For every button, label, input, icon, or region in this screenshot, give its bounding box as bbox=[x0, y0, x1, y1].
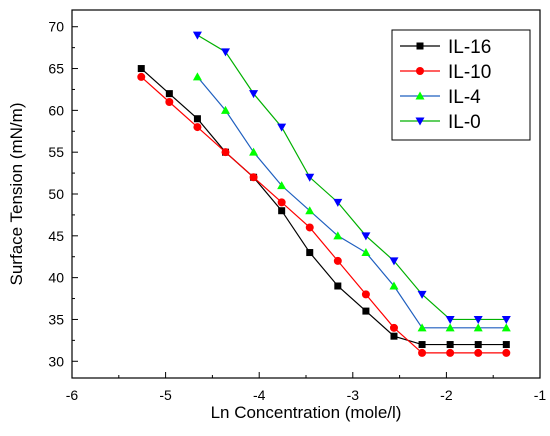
data-point bbox=[277, 123, 287, 132]
legend-item: IL-0 bbox=[400, 112, 481, 133]
data-point bbox=[249, 147, 259, 156]
data-point bbox=[361, 248, 371, 257]
series-il-10 bbox=[137, 72, 511, 357]
legend-label: IL-4 bbox=[448, 87, 481, 108]
data-point bbox=[446, 348, 455, 357]
legend-marker bbox=[415, 117, 425, 126]
data-point bbox=[221, 48, 231, 57]
data-point bbox=[249, 173, 258, 182]
data-point bbox=[389, 323, 398, 332]
x-tick-label: -4 bbox=[253, 387, 266, 403]
data-point bbox=[137, 72, 146, 81]
data-point bbox=[221, 105, 231, 114]
data-point bbox=[474, 341, 482, 349]
x-tick-label: -1 bbox=[534, 387, 547, 403]
data-point bbox=[137, 65, 145, 73]
series-il-0 bbox=[192, 31, 511, 324]
y-tick-label: 60 bbox=[48, 102, 64, 118]
data-point bbox=[334, 282, 342, 290]
x-tick-label: -6 bbox=[66, 387, 79, 403]
data-point bbox=[305, 173, 315, 182]
data-point bbox=[249, 90, 259, 99]
y-tick-label: 45 bbox=[48, 228, 64, 244]
legend-box bbox=[391, 29, 531, 141]
data-point bbox=[418, 341, 426, 349]
data-point bbox=[362, 307, 370, 315]
data-point bbox=[306, 249, 314, 257]
data-point bbox=[445, 315, 455, 324]
data-point bbox=[165, 98, 174, 106]
y-tick-label: 65 bbox=[48, 61, 64, 77]
data-point bbox=[417, 323, 427, 332]
data-point bbox=[474, 348, 483, 357]
series-line bbox=[196, 76, 507, 329]
data-point bbox=[418, 348, 427, 357]
series-il-16 bbox=[137, 65, 510, 349]
legend-label: IL-10 bbox=[448, 62, 491, 83]
data-point bbox=[473, 315, 483, 324]
x-axis-label: Ln Concentration (mole/l) bbox=[211, 403, 402, 422]
data-point bbox=[501, 323, 511, 332]
legend-marker bbox=[415, 91, 425, 100]
data-point bbox=[501, 315, 511, 324]
x-tick-label: -3 bbox=[347, 387, 360, 403]
data-point bbox=[193, 123, 202, 132]
x-tick-label: -5 bbox=[159, 387, 172, 403]
y-tick-label: 30 bbox=[48, 353, 64, 369]
data-point bbox=[277, 198, 286, 207]
data-point bbox=[361, 290, 370, 299]
data-point bbox=[165, 90, 173, 98]
data-point bbox=[361, 232, 371, 241]
data-point bbox=[221, 148, 230, 157]
y-tick-label: 70 bbox=[48, 19, 64, 35]
data-point bbox=[417, 290, 427, 299]
data-point bbox=[389, 281, 399, 290]
y-tick-label: 35 bbox=[48, 311, 64, 327]
series-line bbox=[197, 34, 507, 321]
series-il-4 bbox=[192, 72, 511, 332]
data-point bbox=[502, 341, 510, 349]
data-point bbox=[333, 231, 343, 240]
legend-label: IL-0 bbox=[448, 112, 481, 133]
data-point bbox=[192, 31, 202, 40]
data-point bbox=[305, 223, 314, 232]
data-point bbox=[446, 341, 454, 349]
data-point bbox=[305, 206, 315, 215]
data-point bbox=[277, 181, 287, 190]
data-point bbox=[193, 115, 201, 123]
legend-item: IL-10 bbox=[400, 62, 491, 83]
series-line bbox=[140, 76, 507, 354]
series-line bbox=[140, 68, 507, 346]
x-tick-label: -2 bbox=[440, 387, 453, 403]
data-point bbox=[333, 198, 343, 207]
data-point bbox=[389, 257, 399, 266]
data-point bbox=[192, 72, 202, 81]
legend-item: IL-16 bbox=[400, 37, 491, 58]
data-point bbox=[390, 332, 398, 340]
data-point bbox=[502, 348, 511, 357]
y-tick-label: 40 bbox=[48, 270, 64, 286]
y-axis-label: Surface Tension (mN/m) bbox=[7, 103, 26, 286]
y-tick-label: 55 bbox=[48, 144, 64, 160]
legend-label: IL-16 bbox=[448, 37, 491, 58]
legend-marker bbox=[416, 42, 424, 50]
data-point bbox=[278, 207, 286, 215]
y-tick-label: 50 bbox=[48, 186, 64, 202]
legend-item: IL-4 bbox=[400, 87, 481, 108]
data-point bbox=[473, 323, 483, 332]
data-point bbox=[333, 256, 342, 265]
legend-marker bbox=[416, 67, 424, 75]
data-point bbox=[445, 323, 455, 332]
